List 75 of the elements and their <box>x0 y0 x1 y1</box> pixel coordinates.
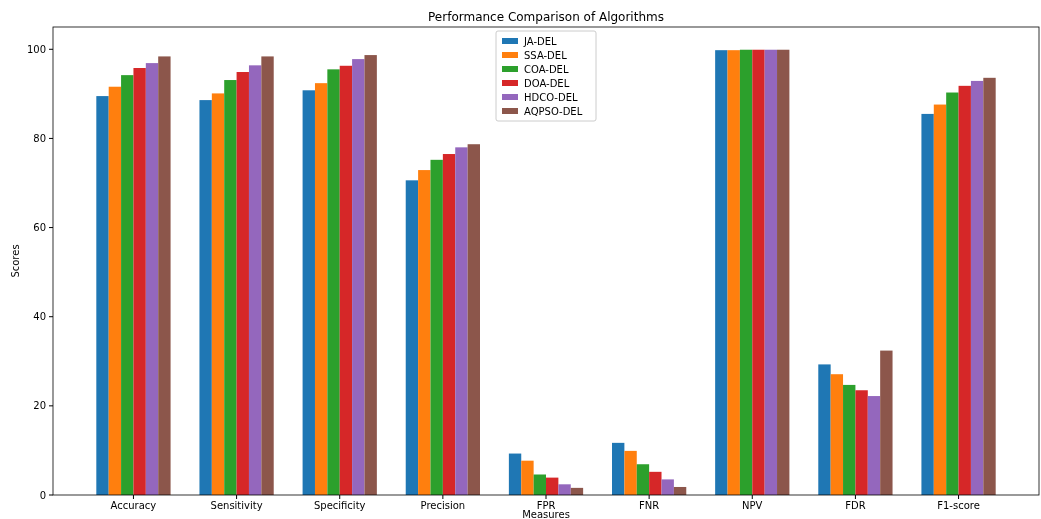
x-tick-label: FPR <box>536 500 556 511</box>
y-tick-label: 20 <box>33 400 46 412</box>
bar <box>933 104 947 495</box>
bar <box>364 55 377 495</box>
bar <box>970 80 984 495</box>
bar <box>867 396 881 495</box>
bar <box>442 154 456 495</box>
bar <box>830 374 844 495</box>
bar <box>261 56 274 495</box>
bar <box>715 50 728 495</box>
bar <box>158 56 171 495</box>
x-tick-label: Accuracy <box>110 500 157 511</box>
bar <box>302 90 315 495</box>
bar <box>314 83 328 495</box>
y-tick-label: 60 <box>33 222 46 234</box>
bar <box>467 144 480 495</box>
bar <box>327 69 340 495</box>
bar <box>430 159 443 495</box>
y-tick-label: 100 <box>26 43 46 55</box>
bar <box>352 59 365 495</box>
bar <box>818 364 831 495</box>
bar <box>636 464 650 495</box>
bar <box>958 85 971 495</box>
bar <box>121 75 134 495</box>
x-tick-label: Sensitivity <box>210 500 263 511</box>
bar <box>880 350 893 495</box>
x-tick-label: Specificity <box>313 500 366 511</box>
bar <box>133 68 146 495</box>
bar <box>96 96 109 495</box>
bar <box>508 453 522 495</box>
bar <box>521 460 534 495</box>
bar <box>624 450 637 495</box>
y-tick-label: 80 <box>33 132 46 144</box>
bar <box>405 180 419 495</box>
x-tick-label: NPV <box>742 500 763 511</box>
bar <box>855 390 868 495</box>
bar <box>649 471 662 495</box>
bar <box>983 77 996 495</box>
bar <box>764 49 778 495</box>
x-axis-title: Measures <box>522 509 570 519</box>
bar <box>558 484 571 495</box>
legend-label: COA-DEL <box>524 63 569 75</box>
bar <box>843 384 856 495</box>
bar <box>418 170 431 495</box>
bar <box>533 474 546 495</box>
x-tick-label: FNR <box>639 500 660 511</box>
bar <box>248 65 262 495</box>
bar <box>739 49 753 495</box>
x-tick-label: FDR <box>845 500 866 511</box>
bar <box>752 49 765 495</box>
y-tick-label: 0 <box>39 489 46 501</box>
bar <box>236 72 249 495</box>
bar <box>145 63 159 495</box>
bar <box>727 50 740 495</box>
y-tick-label: 40 <box>33 311 46 323</box>
bar <box>211 93 225 495</box>
bar <box>777 49 790 495</box>
legend-label: AQPSO-DEL <box>524 105 583 117</box>
legend-label: SSA-DEL <box>524 49 568 61</box>
legend-label: DOA-DEL <box>524 77 570 89</box>
x-tick-label: Precision <box>420 500 466 511</box>
legend-label: HDCO-DEL <box>524 91 578 103</box>
x-tick-label: F1-score <box>937 500 980 511</box>
bar <box>108 86 122 495</box>
bar <box>946 92 959 495</box>
bar <box>921 113 934 495</box>
legend-label: JA-DEL <box>523 35 558 47</box>
y-axis-title: Scores <box>10 244 21 278</box>
bar <box>339 65 353 495</box>
chart-title: Performance Comparison of Algorithms <box>428 10 664 24</box>
bar <box>612 442 625 495</box>
bar <box>455 147 468 495</box>
bar <box>661 479 674 495</box>
bar <box>199 100 212 495</box>
bar <box>224 80 237 495</box>
